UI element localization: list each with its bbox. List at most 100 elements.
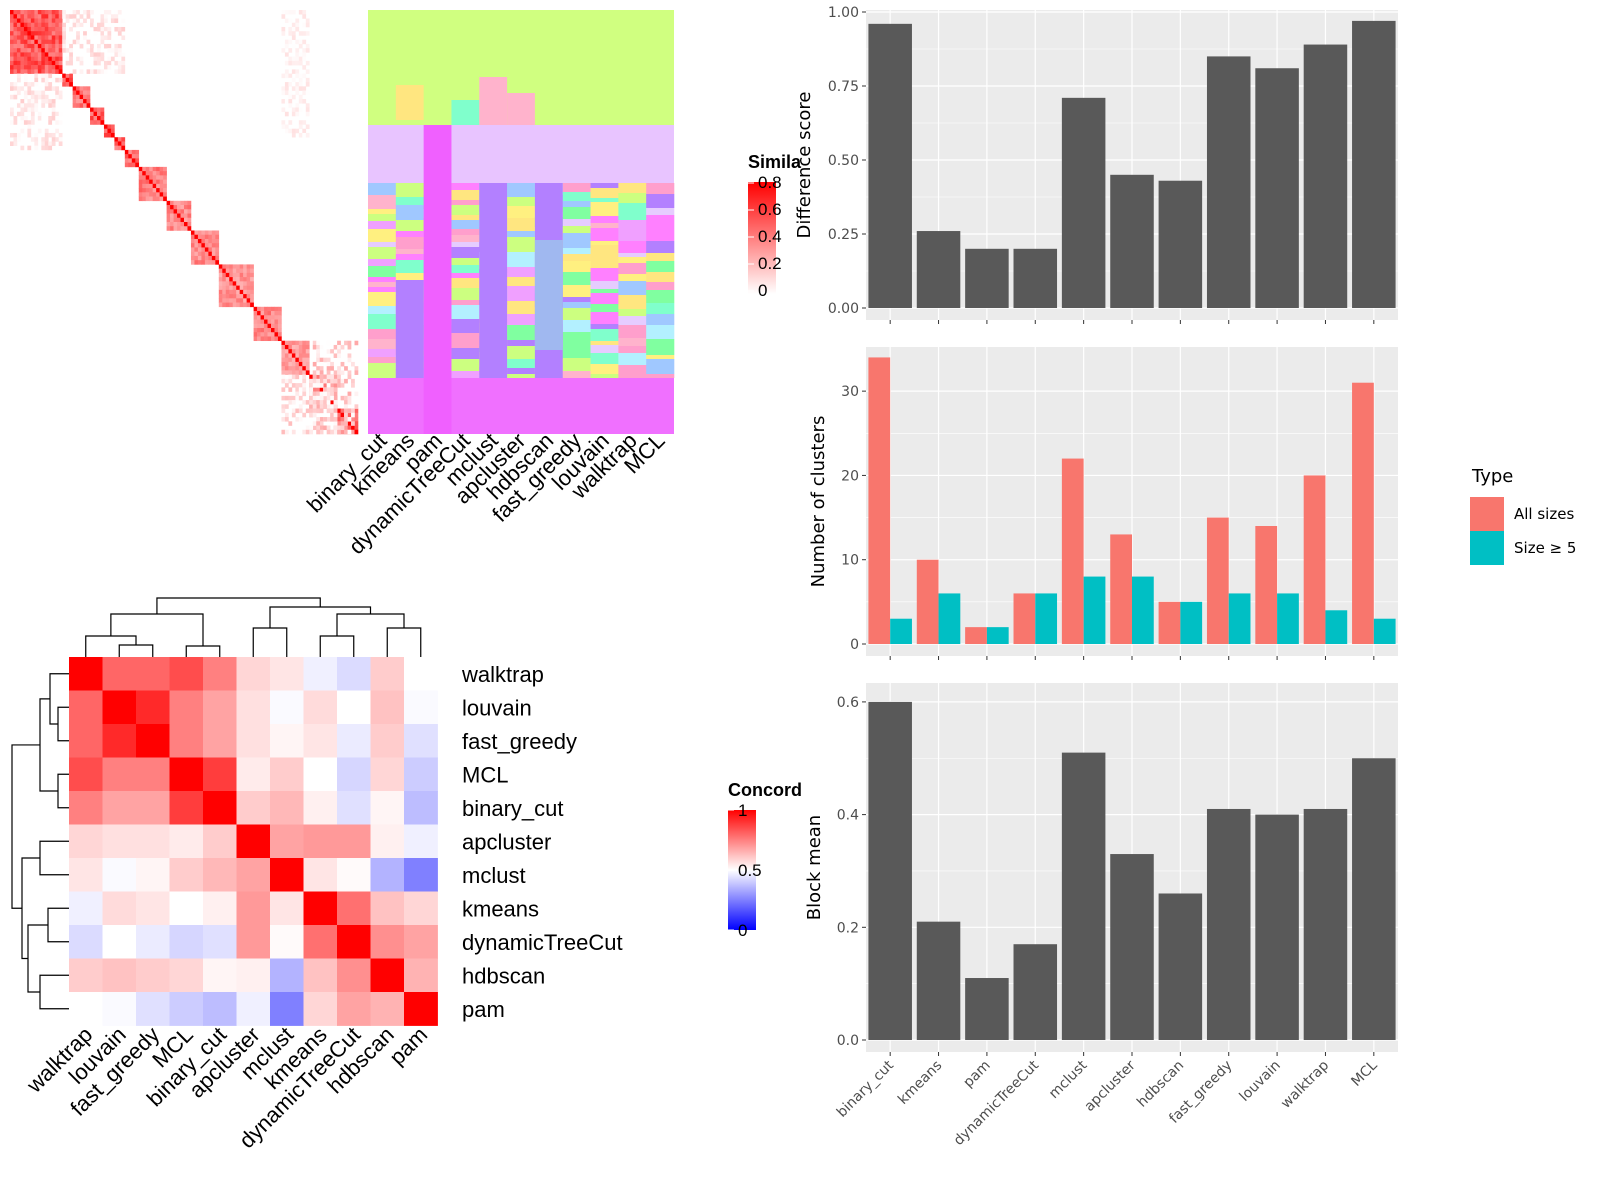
similarity-cell <box>302 48 307 53</box>
similarity-cell <box>16 90 21 96</box>
similarity-cell <box>330 374 334 380</box>
similarity-cell <box>302 378 307 384</box>
similarity-cell <box>319 374 324 380</box>
similarity-cell <box>13 132 18 138</box>
similarity-cell <box>257 332 261 337</box>
similarity-cell <box>149 171 153 176</box>
similarity-cell <box>13 43 18 49</box>
concordance-cell <box>337 690 371 725</box>
similarity-cell <box>107 60 112 66</box>
similarity-cell <box>34 22 39 28</box>
similarity-cell <box>30 22 35 28</box>
similarity-cell <box>20 31 25 36</box>
concordance-cell <box>136 791 170 825</box>
similarity-cell <box>79 69 84 74</box>
similarity-cell <box>110 48 115 53</box>
similarity-cell <box>305 107 310 113</box>
similarity-cell <box>20 103 25 108</box>
similarity-cell <box>298 395 303 401</box>
similarity-cell <box>86 14 91 19</box>
similarity-cell <box>347 357 352 363</box>
similarity-cell <box>100 120 105 125</box>
membership-cell <box>590 245 619 254</box>
similarity-cell <box>83 10 87 15</box>
similarity-cell <box>288 22 293 28</box>
similarity-cell <box>351 408 355 414</box>
similarity-cell <box>267 323 272 329</box>
similarity-cell <box>288 26 293 32</box>
membership-cell <box>451 371 480 378</box>
bar-all-sizes <box>1352 382 1374 644</box>
similarity-cell <box>83 103 87 108</box>
similarity-cell <box>330 408 334 414</box>
similarity-cell <box>23 77 28 83</box>
similarity-cell <box>124 154 129 159</box>
similarity-cell <box>298 370 303 375</box>
similarity-cell <box>58 132 63 138</box>
similarity-cell <box>333 391 338 397</box>
similarity-cell <box>93 22 98 28</box>
similarity-cell <box>97 116 101 121</box>
concordance-cell <box>102 891 137 926</box>
similarity-cell <box>114 52 119 57</box>
similarity-cell <box>302 357 307 363</box>
similarity-cell <box>48 26 53 32</box>
similarity-cell <box>291 43 296 49</box>
similarity-cell <box>211 234 216 240</box>
similarity-cell <box>173 226 178 231</box>
similarity-cell <box>337 417 341 422</box>
similarity-cell <box>10 69 14 74</box>
concordance-cell <box>370 657 405 691</box>
similarity-cell <box>316 395 321 401</box>
membership-cell <box>507 183 536 193</box>
concordance-cell <box>69 791 103 825</box>
similarity-cell <box>253 323 258 329</box>
x-tick-label: kmeans <box>895 1058 945 1108</box>
similarity-cell <box>298 94 303 100</box>
membership-cell <box>368 242 397 247</box>
similarity-cell <box>124 149 129 155</box>
similarity-cell <box>163 192 167 197</box>
membership-cell <box>618 183 647 193</box>
similarity-cell <box>55 26 60 32</box>
similarity-cell <box>295 391 300 397</box>
similarity-cell <box>110 124 115 130</box>
similarity-cell <box>62 35 66 40</box>
similarity-cell <box>295 107 300 113</box>
similarity-cell <box>246 302 251 308</box>
similarity-cell <box>79 103 84 108</box>
similarity-cell <box>110 132 115 138</box>
similarity-cell <box>55 137 60 142</box>
membership-cell <box>590 281 619 289</box>
similarity-cell <box>281 361 286 367</box>
similarity-cell <box>284 99 289 104</box>
similarity-cell <box>34 77 39 83</box>
similarity-cell <box>260 328 265 333</box>
similarity-cell <box>288 77 293 83</box>
similarity-cell <box>16 14 21 19</box>
similarity-cell <box>344 429 348 435</box>
concordance-cell <box>337 824 371 859</box>
similarity-cell <box>27 107 32 113</box>
similarity-cell <box>16 39 21 45</box>
similarity-cell <box>30 35 35 40</box>
membership-cell <box>451 247 480 258</box>
similarity-cell <box>218 272 223 278</box>
similarity-cell <box>10 39 14 45</box>
bar <box>1061 752 1106 1040</box>
similarity-cell <box>16 22 21 28</box>
similarity-cell <box>23 116 28 121</box>
similarity-cell <box>264 306 268 312</box>
concordance-cell <box>236 724 271 758</box>
similarity-cell <box>222 281 227 286</box>
similarity-cell <box>44 137 49 142</box>
bar <box>1158 180 1203 308</box>
membership-cell <box>618 309 647 316</box>
legend-label-all-sizes: All sizes <box>1514 505 1574 523</box>
similarity-cell <box>253 332 258 337</box>
similarity-cell <box>23 56 28 62</box>
x-tick-label: mclust <box>1046 1057 1091 1102</box>
similarity-cell <box>337 340 341 346</box>
similarity-cell <box>16 77 21 83</box>
membership-cell <box>590 345 619 353</box>
